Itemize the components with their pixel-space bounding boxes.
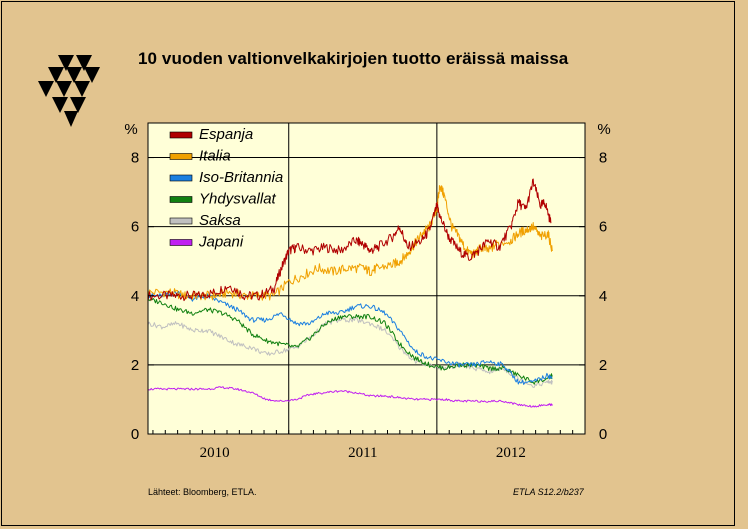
legend-label-yhdysvallat: Yhdysvallat — [199, 191, 277, 208]
plot-area — [148, 123, 585, 434]
tick-label-y-right: 8 — [599, 150, 607, 167]
legend-swatch-iso-britannia — [169, 174, 193, 182]
tick-label-y-left: 4 — [131, 288, 139, 305]
plot-border — [147, 122, 586, 435]
legend-label-saksa: Saksa — [199, 212, 241, 229]
tick-label-y-right: 4 — [599, 288, 607, 305]
legend-label-japani: Japani — [198, 234, 244, 251]
legend-swatch-japani — [169, 239, 193, 246]
series-line-yhdysvallat — [147, 297, 553, 385]
source-note: Lähteet: Bloomberg, ETLA. — [148, 487, 257, 497]
legend-swatch-saksa — [169, 217, 193, 225]
tick-label-y-left: 8 — [131, 150, 139, 167]
legend-label-iso-britannia: Iso-Britannia — [199, 169, 283, 186]
tick-label-y-right: 0 — [599, 426, 607, 443]
series-line-espanja — [147, 178, 552, 302]
unit-label-right: % — [597, 121, 610, 138]
tick-label-x: 2012 — [496, 445, 526, 461]
series-line-japani — [147, 386, 553, 408]
tick-label-y-left: 2 — [131, 357, 139, 374]
series-line-iso-britannia — [147, 290, 553, 385]
tick-label-y-right: 2 — [599, 357, 607, 374]
chart-title: 10 vuoden valtionvelkakirjojen tuotto er… — [138, 49, 569, 68]
tick-label-x: 2011 — [348, 445, 377, 461]
legend-swatch-espanja — [169, 131, 193, 139]
tick-label-y-right: 6 — [599, 219, 607, 236]
legend-swatch-yhdysvallat — [169, 196, 193, 203]
legend-label-espanja: Espanja — [199, 126, 253, 143]
tick-label-y-left: 6 — [131, 219, 139, 236]
chart-code: ETLA S12.2/b237 — [513, 487, 584, 497]
unit-label-left: % — [124, 121, 137, 138]
tick-label-x: 2010 — [200, 445, 230, 461]
legend-label-italia: Italia — [199, 148, 231, 165]
etla-logo — [38, 55, 100, 127]
tick-label-y-left: 0 — [131, 426, 139, 443]
legend-swatch-italia — [169, 153, 193, 160]
